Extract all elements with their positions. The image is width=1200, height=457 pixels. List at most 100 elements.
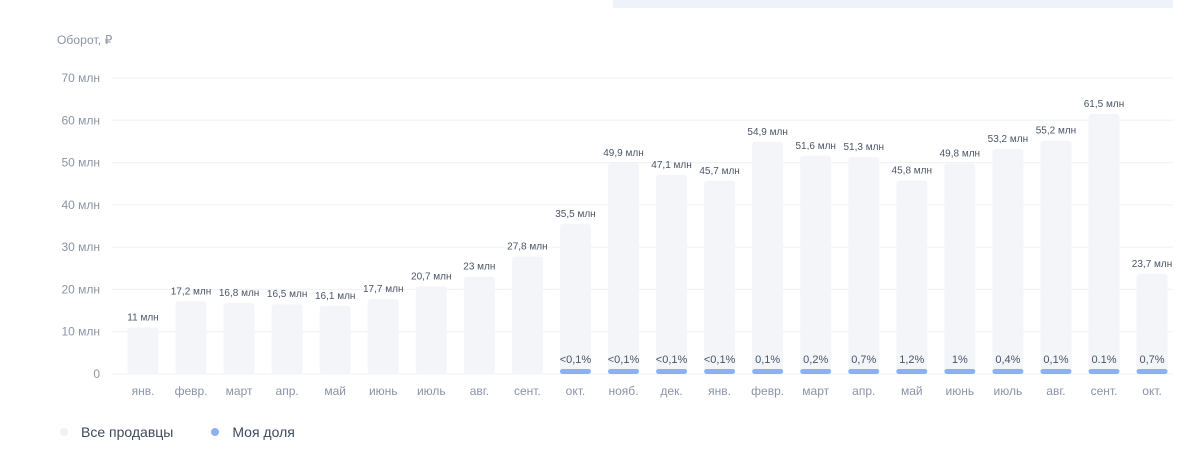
bar-value-label: 27,8 млн bbox=[507, 241, 547, 252]
y-tick-label: 30 млн bbox=[61, 240, 100, 254]
share-label: <0,1% bbox=[656, 354, 688, 366]
bar-my-share bbox=[992, 369, 1024, 374]
x-tick-label: март bbox=[802, 384, 829, 398]
bar-value-label: 17,7 млн bbox=[363, 284, 403, 295]
legend-label-my-share: Моя доля bbox=[232, 424, 295, 440]
x-tick-label: май bbox=[901, 384, 923, 398]
bar-my-share bbox=[1136, 369, 1168, 374]
x-tick-label: июль bbox=[417, 384, 446, 398]
y-tick-label: 20 млн bbox=[61, 282, 100, 296]
share-label: 0,4% bbox=[995, 354, 1020, 366]
share-label: 1,2% bbox=[899, 354, 924, 366]
x-tick-label: июль bbox=[994, 384, 1023, 398]
x-tick-label: сент. bbox=[1091, 384, 1118, 398]
x-tick-label: нояб. bbox=[608, 384, 638, 398]
bar-all-sellers bbox=[608, 162, 639, 374]
legend-item-my-share[interactable]: Моя доля bbox=[211, 424, 295, 440]
turnover-chart: 0 10 млн 20 млн 30 млн 40 млн 50 млн 60 млн 70 … bbox=[61, 71, 1173, 398]
bar-all-sellers bbox=[223, 302, 255, 374]
bar-value-label: 47,1 млн bbox=[651, 160, 691, 171]
y-tick-label: 60 млн bbox=[61, 113, 100, 127]
bar-value-label: 17,2 млн bbox=[171, 286, 211, 297]
x-tick-label: сент. bbox=[514, 384, 541, 398]
share-label: <0,1% bbox=[704, 354, 736, 366]
bar-all-sellers bbox=[415, 286, 447, 374]
bar-my-share bbox=[608, 369, 639, 374]
x-tick-label: янв. bbox=[132, 384, 155, 398]
x-tick-label: окт. bbox=[1142, 384, 1162, 398]
bar-value-label: 16,8 млн bbox=[219, 288, 259, 299]
legend-label-all-sellers: Все продавцы bbox=[81, 424, 174, 440]
bar-all-sellers bbox=[511, 256, 543, 374]
x-tick-label: март bbox=[226, 384, 253, 398]
x-tick-label: янв. bbox=[708, 384, 731, 398]
bar-value-label: 16,1 млн bbox=[315, 291, 355, 302]
x-tick-label: февр. bbox=[175, 384, 208, 398]
bar-my-share bbox=[752, 369, 784, 374]
bar-all-sellers bbox=[175, 301, 207, 374]
chart-legend: Все продавцы Моя доля bbox=[60, 424, 333, 440]
bar-all-sellers bbox=[367, 299, 399, 374]
bar-all-sellers bbox=[800, 155, 832, 374]
bar-all-sellers bbox=[992, 149, 1024, 374]
y-tick-label: 0 bbox=[93, 367, 100, 381]
x-tick-label: авг. bbox=[470, 384, 489, 398]
bar-value-label: 55,2 млн bbox=[1036, 126, 1076, 137]
bar-value-label: 16,5 млн bbox=[267, 289, 307, 300]
bar-value-label: 45,7 млн bbox=[699, 166, 739, 177]
x-tick-label: окт. bbox=[566, 384, 586, 398]
bar-value-label: 20,7 млн bbox=[411, 271, 451, 282]
share-label: <0,1% bbox=[560, 354, 592, 366]
bar-value-label: 61,5 млн bbox=[1084, 99, 1124, 110]
bar-all-sellers bbox=[127, 327, 159, 374]
x-tick-label: дек. bbox=[660, 384, 682, 398]
bar-value-label: 54,9 млн bbox=[747, 127, 787, 138]
bar-all-sellers bbox=[559, 223, 591, 374]
bar-all-sellers bbox=[463, 276, 495, 374]
bar-all-sellers bbox=[271, 304, 303, 374]
share-label: 0,7% bbox=[1140, 354, 1165, 366]
share-label: 0,7% bbox=[851, 354, 876, 366]
bar-all-sellers bbox=[319, 305, 351, 374]
bar-my-share bbox=[896, 369, 928, 374]
share-label: 0.1% bbox=[1091, 354, 1116, 366]
bar-value-label: 49,8 млн bbox=[940, 148, 980, 159]
bar-value-label: 53,2 млн bbox=[988, 134, 1028, 145]
bar-all-sellers bbox=[704, 180, 736, 374]
bar-all-sellers bbox=[1040, 140, 1072, 374]
top-panel-strip bbox=[613, 0, 1173, 8]
y-tick-label: 10 млн bbox=[61, 325, 100, 339]
bar-all-sellers bbox=[1088, 113, 1120, 374]
bar-value-label: 49,9 млн bbox=[603, 148, 643, 159]
bar-value-label: 51,6 млн bbox=[795, 141, 835, 152]
bar-all-sellers bbox=[896, 180, 928, 374]
y-axis-title: Оборот, ₽ bbox=[57, 33, 113, 47]
bar-my-share bbox=[944, 369, 976, 374]
x-tick-label: апр. bbox=[276, 384, 299, 398]
share-label: 1% bbox=[952, 354, 968, 366]
legend-item-all-sellers[interactable]: Все продавцы bbox=[60, 424, 173, 440]
bar-all-sellers bbox=[944, 163, 976, 374]
x-tick-label: май bbox=[324, 384, 346, 398]
bar-all-sellers bbox=[1136, 273, 1168, 374]
bar-my-share bbox=[559, 369, 591, 374]
bar-value-label: 51,3 млн bbox=[844, 142, 884, 153]
x-tick-label: авг. bbox=[1046, 384, 1065, 398]
x-tick-label: февр. bbox=[751, 384, 784, 398]
legend-dot-my-share bbox=[211, 428, 220, 436]
share-label: 0,1% bbox=[1043, 354, 1068, 366]
bar-all-sellers bbox=[752, 141, 784, 374]
x-tick-label: июнь bbox=[369, 384, 398, 398]
bar-value-label: 35,5 млн bbox=[555, 209, 595, 220]
share-label: 0,2% bbox=[803, 354, 828, 366]
bar-value-label: 23 млн bbox=[463, 262, 495, 273]
bar-my-share bbox=[1040, 369, 1072, 374]
y-tick-label: 50 млн bbox=[61, 156, 100, 170]
bar-my-share bbox=[800, 369, 832, 374]
bar-all-sellers bbox=[848, 157, 880, 374]
bar-value-label: 23,7 млн bbox=[1132, 259, 1172, 270]
bar-my-share bbox=[656, 369, 688, 374]
share-label: 0,1% bbox=[755, 354, 780, 366]
bar-my-share bbox=[848, 369, 880, 374]
legend-dot-all-sellers bbox=[60, 428, 68, 436]
